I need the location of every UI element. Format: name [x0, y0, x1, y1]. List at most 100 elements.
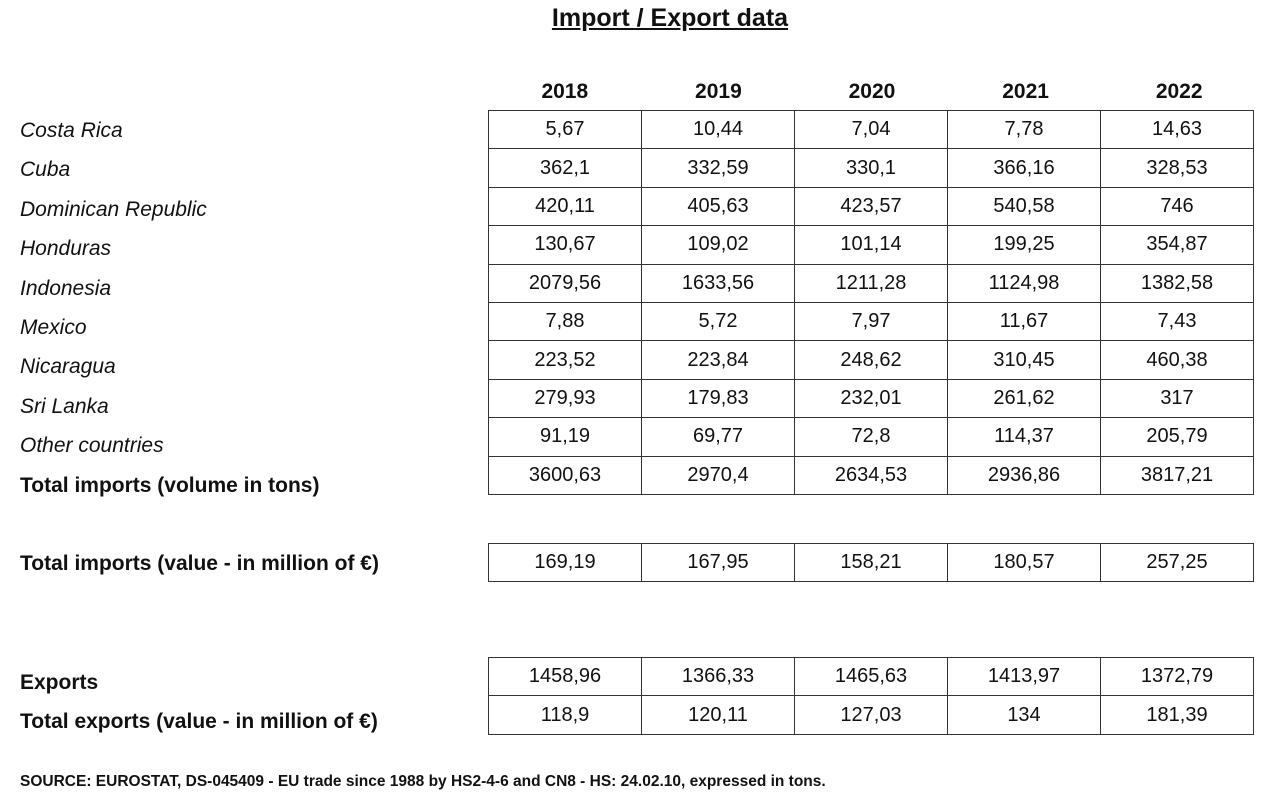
table-cell: 420,11 — [488, 186, 642, 227]
table-cell: 118,9 — [488, 695, 642, 735]
table-cell: 179,83 — [641, 378, 795, 419]
table-cell: 223,52 — [488, 340, 642, 380]
table-cell: 199,25 — [947, 225, 1101, 265]
table-cell: 354,87 — [1100, 225, 1254, 265]
table-cell: 7,88 — [488, 301, 642, 342]
table-cell: 14,63 — [1100, 109, 1254, 150]
table-cell: 328,53 — [1100, 148, 1254, 188]
table-cell: 423,57 — [794, 186, 948, 227]
table-cell: 1465,63 — [794, 656, 948, 697]
table-cell: 1211,28 — [794, 263, 948, 303]
row-label: Sri Lanka — [20, 394, 109, 418]
row-label: Cuba — [20, 158, 71, 182]
table-cell: 3817,21 — [1100, 455, 1254, 495]
table-cell: 130,67 — [488, 225, 642, 265]
table-cell: 7,97 — [794, 301, 948, 342]
table-cell: 127,03 — [794, 695, 948, 735]
table-cell: 7,78 — [947, 109, 1101, 150]
table-cell: 540,58 — [947, 186, 1101, 227]
imports-table: 5,67 10,44 7,04 7,78 14,63 362,1 332,59 330,1 36… — [488, 109, 1254, 495]
year-header-row: 2018 2019 2020 2021 2022 — [488, 80, 1256, 104]
table-row: 279,93 179,83 232,01 261,62 317 — [488, 378, 1254, 419]
table-cell: 120,11 — [641, 695, 795, 735]
table-cell: 460,38 — [1100, 340, 1254, 380]
table-row: 5,67 10,44 7,04 7,78 14,63 — [488, 109, 1254, 150]
table-cell: 169,19 — [488, 542, 642, 583]
table-row: 7,88 5,72 7,97 11,67 7,43 — [488, 301, 1254, 342]
table-cell: 1366,33 — [641, 656, 795, 697]
table-row: 169,19 167,95 158,21 180,57 257,25 — [488, 542, 1254, 583]
table-cell: 223,84 — [641, 340, 795, 380]
row-label: Dominican Republic — [20, 197, 207, 221]
table-cell: 2970,4 — [641, 455, 795, 495]
table-row: 130,67 109,02 101,14 199,25 354,87 — [488, 225, 1254, 265]
table-cell: 180,57 — [947, 542, 1101, 583]
table-cell: 1124,98 — [947, 263, 1101, 303]
table-cell: 7,43 — [1100, 301, 1254, 342]
table-cell: 134 — [947, 695, 1101, 735]
table-cell: 248,62 — [794, 340, 948, 380]
imports-value-table: 169,19 167,95 158,21 180,57 257,25 — [488, 542, 1254, 583]
table-cell: 72,8 — [794, 417, 948, 457]
table-cell: 10,44 — [641, 109, 795, 150]
row-label: Honduras — [20, 237, 112, 261]
table-cell: 5,67 — [488, 109, 642, 150]
table-cell: 167,95 — [641, 542, 795, 583]
row-label: Indonesia — [20, 276, 112, 300]
table-cell: 366,16 — [947, 148, 1101, 188]
year-header: 2021 — [1002, 80, 1049, 103]
year-header: 2022 — [1155, 80, 1203, 103]
row-label: Exports — [20, 671, 99, 694]
table-cell: 1382,58 — [1100, 263, 1254, 303]
table-cell: 158,21 — [794, 542, 948, 583]
table-cell: 5,72 — [641, 301, 795, 342]
table-row: 1458,96 1366,33 1465,63 1413,97 1372,79 — [488, 656, 1254, 697]
table-cell: 257,25 — [1100, 542, 1254, 583]
year-header: 2019 — [695, 80, 742, 103]
table-cell: 7,04 — [794, 109, 948, 150]
row-label: Nicaragua — [20, 355, 116, 379]
row-label: Costa Rica — [20, 119, 123, 142]
table-cell: 91,19 — [488, 417, 642, 457]
table-cell: 11,67 — [947, 301, 1101, 342]
table-cell: 205,79 — [1100, 417, 1254, 457]
table-cell: 2936,86 — [947, 455, 1101, 495]
exports-table: 1458,96 1366,33 1465,63 1413,97 1372,79 118,9… — [488, 656, 1254, 735]
year-header: 2018 — [541, 80, 589, 103]
table-row: 362,1 332,59 330,1 366,16 328,53 — [488, 148, 1254, 188]
source-note: SOURCE: EUROSTAT, DS-045409 - EU trade s… — [20, 773, 826, 790]
table-cell: 330,1 — [794, 148, 948, 188]
table-cell: 2079,56 — [488, 263, 642, 303]
table-row: 118,9 120,11 127,03 134 181,39 — [488, 695, 1254, 735]
row-label: Total imports (value - in million of €) — [20, 552, 379, 575]
table-cell: 279,93 — [488, 378, 642, 419]
row-label: Other countries — [20, 434, 164, 458]
row-label: Mexico — [20, 316, 87, 339]
table-cell: 746 — [1100, 186, 1254, 227]
table-row: 91,19 69,77 72,8 114,37 205,79 — [488, 417, 1254, 457]
table-cell: 114,37 — [947, 417, 1101, 457]
year-header: 2020 — [848, 80, 896, 103]
table-cell: 232,01 — [794, 378, 948, 419]
table-row: 3600,63 2970,4 2634,53 2936,86 3817,21 — [488, 455, 1254, 495]
row-label: Total imports (volume in tons) — [20, 473, 320, 497]
table-cell: 405,63 — [641, 186, 795, 227]
table-cell: 1372,79 — [1100, 656, 1254, 697]
table-cell: 3600,63 — [488, 455, 642, 495]
table-cell: 1458,96 — [488, 656, 642, 697]
table-row: 420,11 405,63 423,57 540,58 746 — [488, 186, 1254, 227]
table-cell: 332,59 — [641, 148, 795, 188]
table-cell: 317 — [1100, 378, 1254, 419]
table-cell: 1413,97 — [947, 656, 1101, 697]
table-cell: 310,45 — [947, 340, 1101, 380]
row-label: Total exports (value - in million of €) — [20, 710, 378, 734]
table-row: 2079,56 1633,56 1211,28 1124,98 1382,58 — [488, 263, 1254, 303]
table-cell: 261,62 — [947, 378, 1101, 419]
table-cell: 101,14 — [794, 225, 948, 265]
table-cell: 1633,56 — [641, 263, 795, 303]
table-cell: 2634,53 — [794, 455, 948, 495]
table-cell: 69,77 — [641, 417, 795, 457]
page-title: Import / Export data — [551, 4, 789, 32]
table-cell: 181,39 — [1100, 695, 1254, 735]
table-row: 223,52 223,84 248,62 310,45 460,38 — [488, 340, 1254, 380]
